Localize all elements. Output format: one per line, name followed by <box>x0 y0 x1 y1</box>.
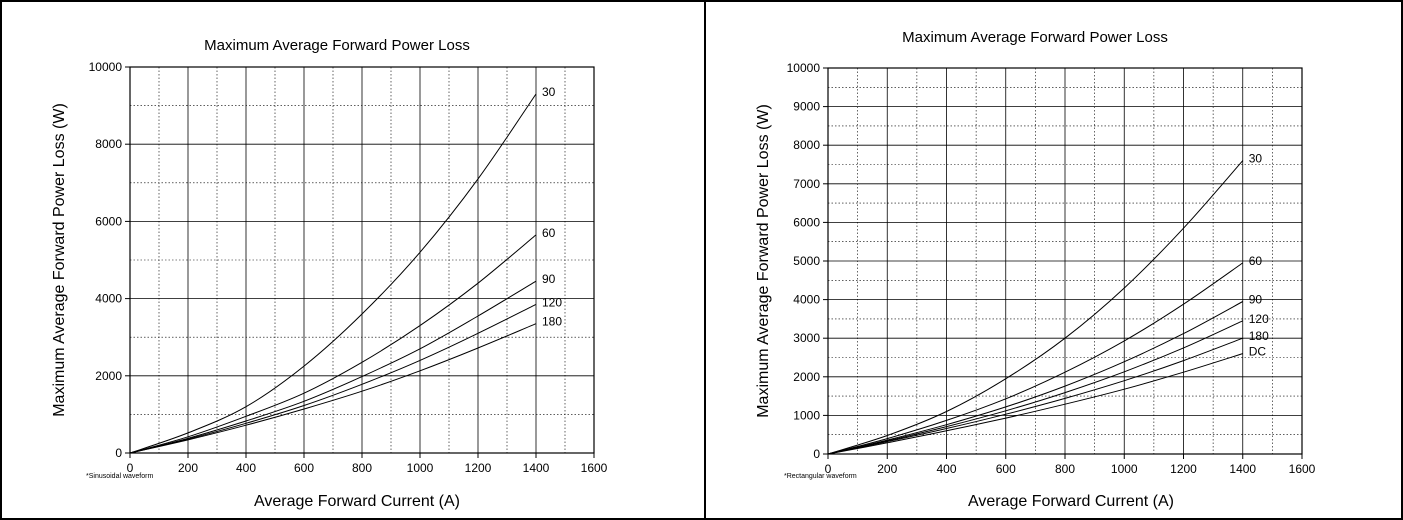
series-label-120: 120 <box>542 295 562 309</box>
series-line-60 <box>827 262 1244 455</box>
y-tick-label: 0 <box>813 447 820 461</box>
x-tick-label: 0 <box>825 462 832 476</box>
series-line-30 <box>129 93 537 454</box>
x-tick-label: 200 <box>877 462 897 476</box>
series-label-120: 120 <box>1249 312 1269 326</box>
x-tick-label: 600 <box>996 462 1016 476</box>
x-tick-label: 1000 <box>407 461 434 475</box>
x-tick-label: 600 <box>294 461 314 475</box>
y-tick-label: 2000 <box>95 369 122 383</box>
x-tick-label: 400 <box>236 461 256 475</box>
grid <box>130 67 594 453</box>
series-label-90: 90 <box>542 272 556 286</box>
y-tick-label: 9000 <box>793 100 820 114</box>
series-line-60 <box>129 234 537 454</box>
chart-sinusoidal: Maximum Average Forward Power Loss 0 200 40… <box>51 37 608 510</box>
y-tick-label: 7000 <box>793 177 820 191</box>
series-line-90 <box>129 280 537 454</box>
series-label-30: 30 <box>542 85 556 99</box>
y-tick-label: 5000 <box>793 254 820 268</box>
series-label-180: 180 <box>542 315 562 329</box>
series-label-180: 180 <box>1249 329 1269 343</box>
grid <box>828 68 1302 454</box>
chart-title: Maximum Average Forward Power Loss <box>902 29 1168 46</box>
y-tick-label: 0 <box>115 446 122 460</box>
chart-panel-rectangular: Maximum Average Forward Power Loss 0 200 40… <box>704 0 1403 520</box>
series-label-60: 60 <box>542 226 556 240</box>
x-axis-label: Average Forward Current (A) <box>968 493 1174 510</box>
y-tick-label: 3000 <box>793 331 820 345</box>
waveform-footnote: *Sinusoidal waveform <box>86 473 153 480</box>
y-tick-label: 10000 <box>89 60 123 74</box>
series-line-120 <box>129 303 537 454</box>
y-tick-label: 8000 <box>793 138 820 152</box>
chart-title: Maximum Average Forward Power Loss <box>204 37 470 54</box>
series-label-60: 60 <box>1249 254 1263 268</box>
y-tick-label: 4000 <box>95 292 122 306</box>
x-tick-label: 1200 <box>1170 462 1197 476</box>
x-tick-label: 400 <box>936 462 956 476</box>
x-tick-label: 1400 <box>1229 462 1256 476</box>
series-label-30: 30 <box>1249 152 1263 166</box>
y-tick-label: 6000 <box>793 215 820 229</box>
y-axis-label: Maximum Average Forward Power Loss (W) <box>51 103 68 417</box>
series-label-90: 90 <box>1249 293 1263 307</box>
series-line-30 <box>827 160 1244 455</box>
series-line-180 <box>129 323 537 454</box>
x-tick-label: 200 <box>178 461 198 475</box>
y-axis-label: Maximum Average Forward Power Loss (W) <box>755 104 772 418</box>
x-tick-label: 1200 <box>465 461 492 475</box>
y-tick-label: 10000 <box>787 61 821 75</box>
x-tick-label: 1600 <box>581 461 608 475</box>
y-tick-label: 8000 <box>95 137 122 151</box>
x-axis-label: Average Forward Current (A) <box>254 493 460 510</box>
y-tick-label: 1000 <box>793 408 820 422</box>
series-line-dc <box>827 353 1243 455</box>
series-line-90 <box>827 301 1244 455</box>
y-tick-label: 6000 <box>95 214 122 228</box>
x-tick-label: 800 <box>1055 462 1075 476</box>
x-tick-label: 1400 <box>523 461 550 475</box>
x-tick-label: 1000 <box>1111 462 1138 476</box>
waveform-footnote: *Rectangular waveform <box>784 473 857 480</box>
x-tick-label: 1600 <box>1289 462 1316 476</box>
x-tick-label: 0 <box>127 461 134 475</box>
series-line-120 <box>827 320 1244 455</box>
y-tick-label: 4000 <box>793 293 820 307</box>
x-tick-label: 800 <box>352 461 372 475</box>
chart-rectangular: Maximum Average Forward Power Loss 0 200 40… <box>755 29 1316 510</box>
y-tick-label: 2000 <box>793 370 820 384</box>
series-line-180 <box>827 337 1243 455</box>
series-label-dc: DC <box>1249 345 1267 359</box>
chart-panel-sinusoidal: Maximum Average Forward Power Loss 0 200 40… <box>0 0 706 520</box>
